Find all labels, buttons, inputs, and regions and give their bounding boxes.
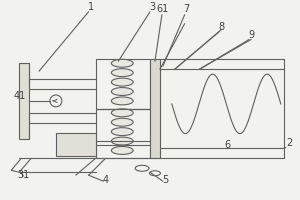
Text: 8: 8 [218,22,224,32]
Bar [56,133,95,156]
Bar [19,63,29,139]
Ellipse shape [111,146,133,154]
Text: 41: 41 [13,91,25,101]
Ellipse shape [111,137,133,145]
Text: 2: 2 [287,138,293,148]
Ellipse shape [111,59,133,67]
Bar [150,59,160,158]
Text: 6: 6 [224,140,230,150]
Text: 31: 31 [17,170,29,180]
Text: 9: 9 [248,30,254,40]
Text: 7: 7 [184,4,190,14]
Text: 61: 61 [157,4,169,14]
Text: 1: 1 [88,2,94,12]
Bar [95,59,150,109]
Ellipse shape [111,118,133,126]
Ellipse shape [111,109,133,117]
Text: 3: 3 [149,2,155,12]
Ellipse shape [111,88,133,95]
Text: 4: 4 [102,175,109,185]
Bar [95,109,150,158]
Ellipse shape [111,128,133,136]
Ellipse shape [111,69,133,77]
Text: 5: 5 [162,175,168,185]
Ellipse shape [111,97,133,105]
Ellipse shape [111,78,133,86]
